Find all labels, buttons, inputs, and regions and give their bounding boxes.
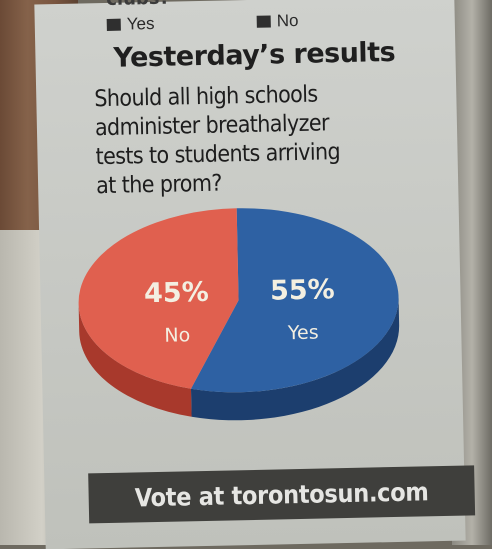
pie-slice-side-yes: [190, 296, 400, 421]
vote-footer-banner: Vote at torontosun.com: [88, 465, 476, 524]
pie-value-label-no: 45%: [144, 277, 209, 309]
vote-footer-text: Vote at torontosun.com: [134, 476, 429, 512]
newspaper-poll-panel: clubs? Yes No Yesterday’s results Should…: [34, 0, 476, 549]
pie-slice-yes: [190, 208, 399, 393]
pie-slice-no: [78, 208, 239, 389]
pie-value-label-yes: 55%: [270, 274, 335, 306]
pie-category-label-no: No: [164, 324, 190, 347]
pie-chart: 45% No 55% Yes: [78, 208, 400, 421]
pie-category-label-yes: Yes: [287, 322, 319, 345]
pie-slice-side-no: [78, 303, 192, 417]
